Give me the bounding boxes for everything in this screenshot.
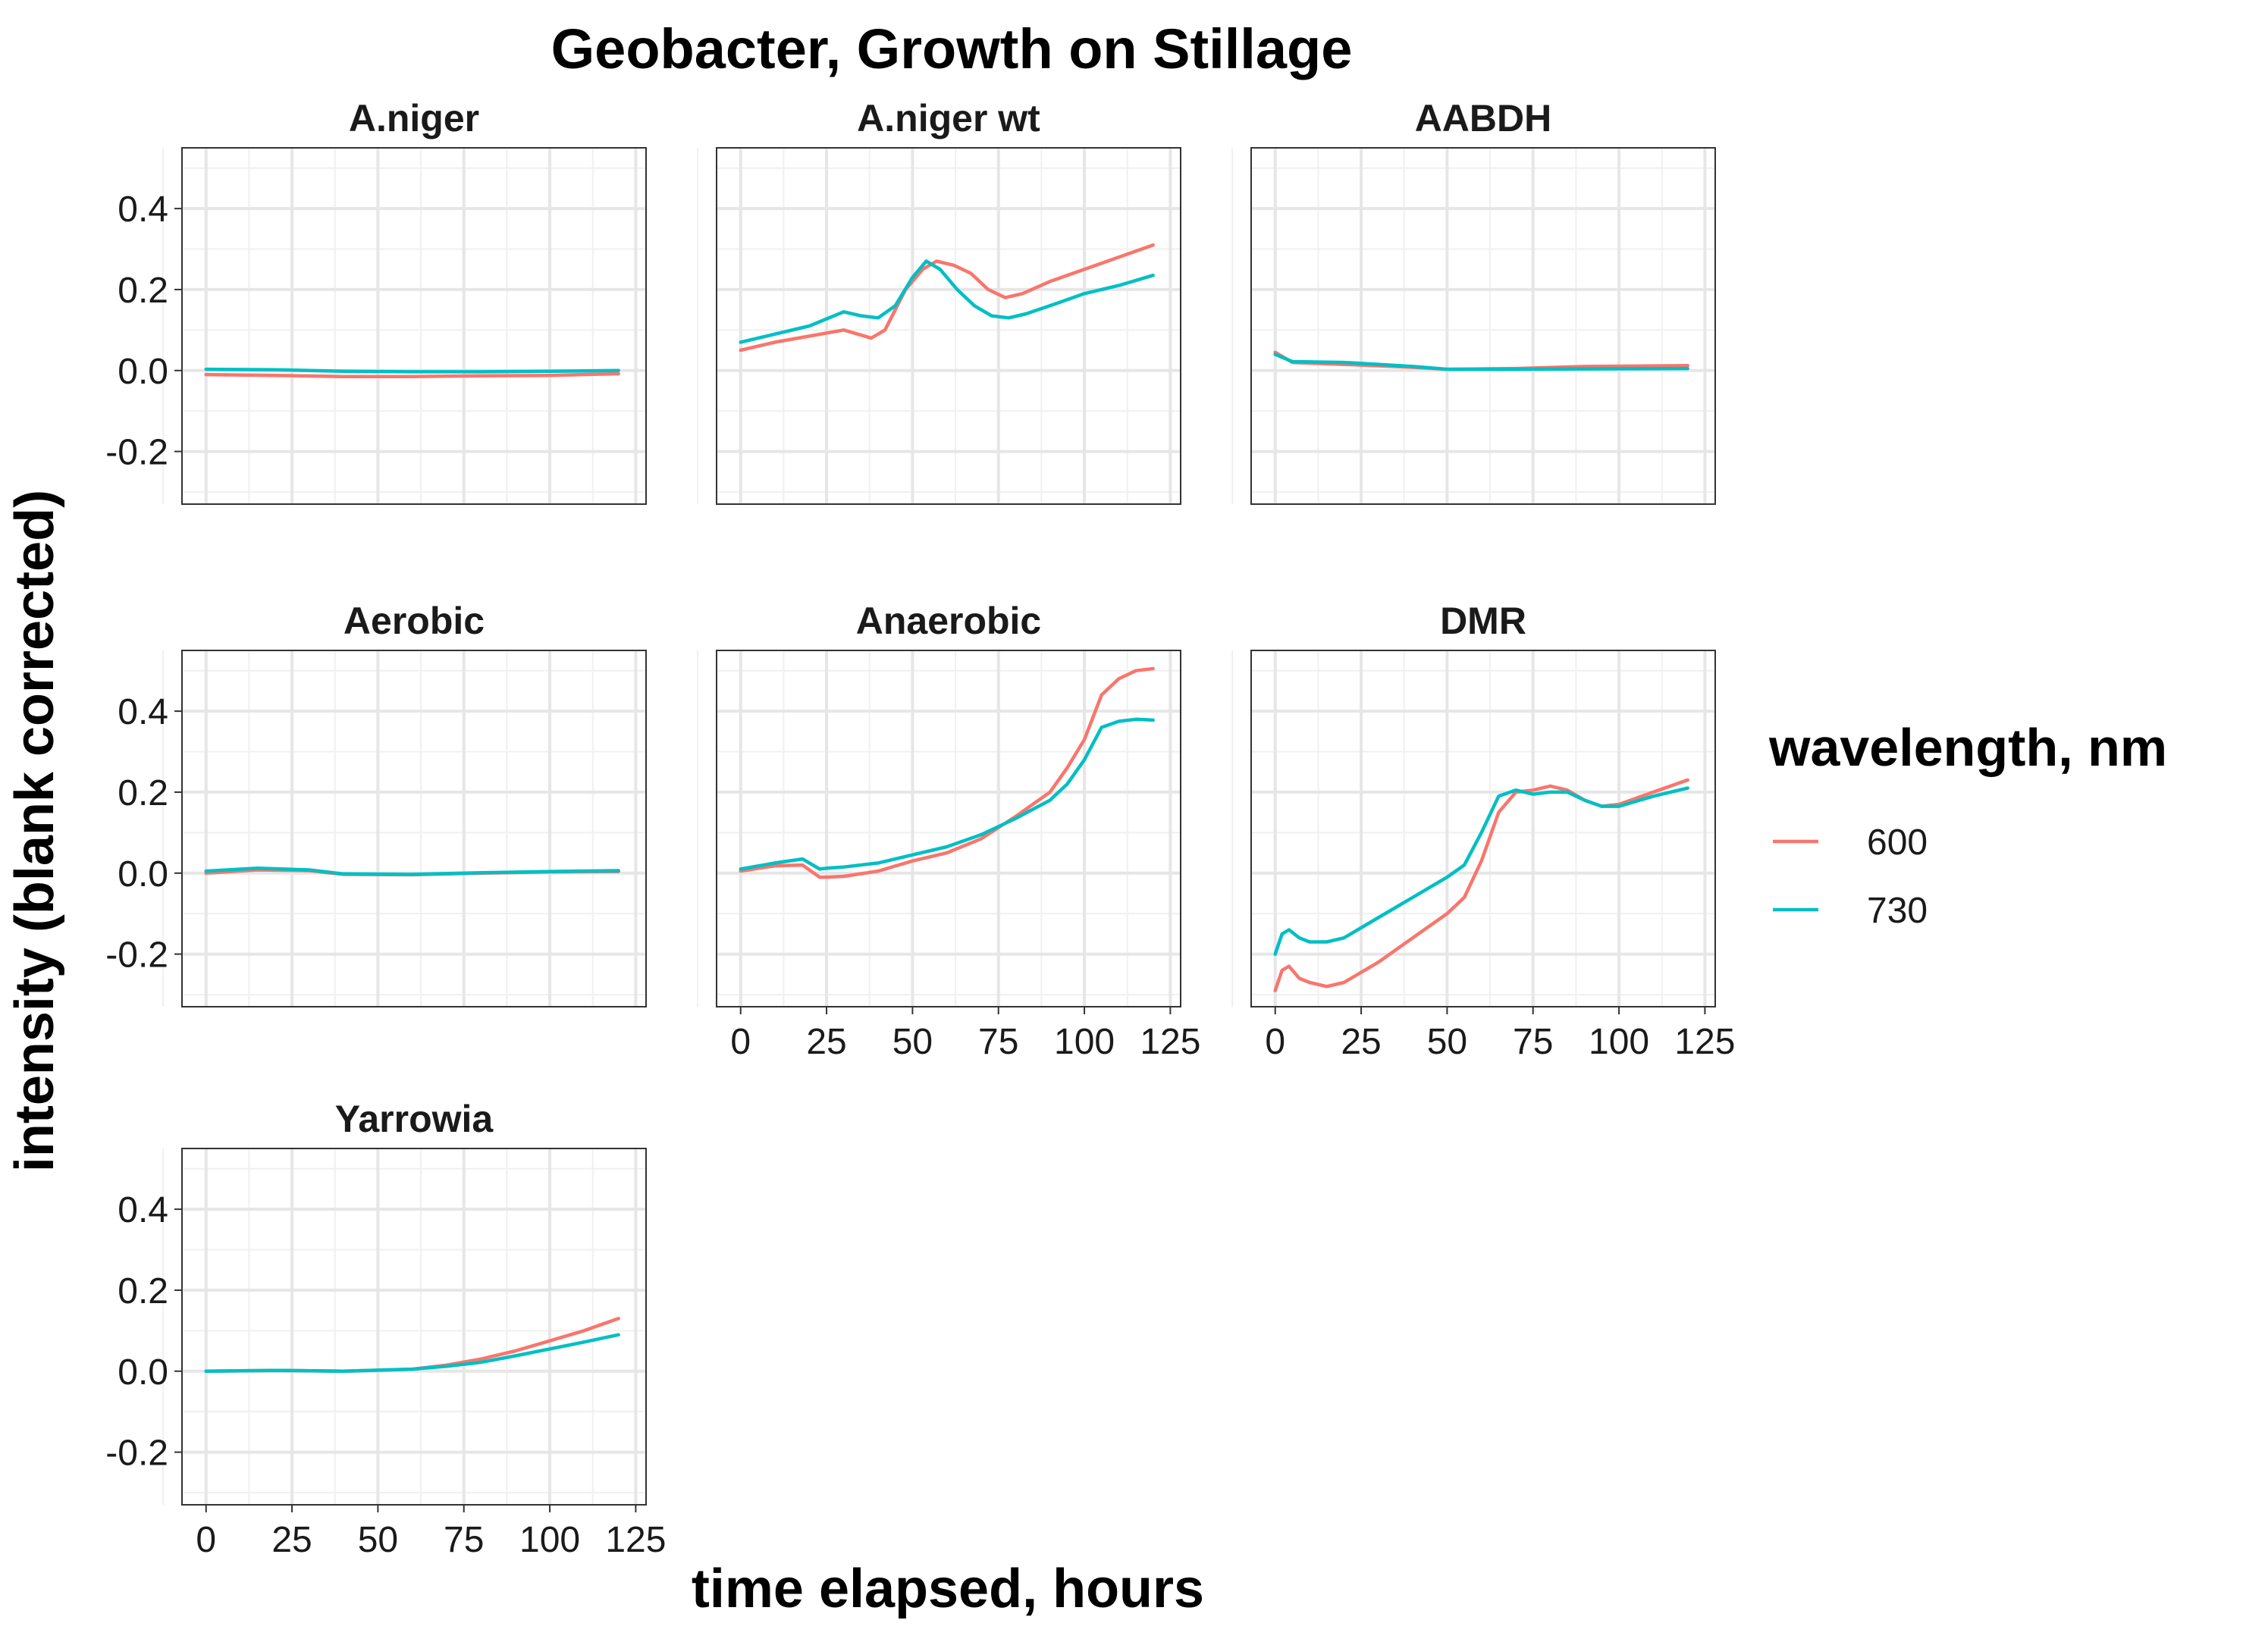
series-line-730: [204, 1333, 620, 1374]
strip-label: DMR: [1440, 600, 1526, 642]
y-tick-label: 0.4: [118, 692, 168, 732]
x-tick-label: 75: [444, 1520, 484, 1560]
x-tick-label: 125: [1674, 1022, 1735, 1062]
strip-label: A.niger wt: [857, 97, 1040, 139]
x-tick-label: 100: [519, 1520, 580, 1560]
series-line-730: [1273, 786, 1689, 956]
panel-border: [181, 1148, 647, 1506]
panel-border: [1250, 650, 1716, 1007]
x-tick-label: 25: [806, 1022, 846, 1062]
x-tick-label: 50: [1427, 1022, 1467, 1062]
series-line-730: [204, 367, 620, 374]
panel-a-niger: A.niger -0.2 0.0 0.2 0.4: [105, 97, 647, 505]
strip-label: AABDH: [1415, 97, 1552, 139]
y-tick-label: -0.2: [105, 935, 168, 976]
y-tick-label: 0.0: [118, 1352, 168, 1393]
panel-border: [716, 147, 1181, 505]
legend-label: 730: [1867, 891, 1928, 931]
panel-border: [181, 147, 647, 505]
strip-label: Aerobic: [343, 600, 485, 642]
chart-title: Geobacter, Growth on Stillage: [551, 17, 1353, 80]
y-tick-label: 0.0: [118, 352, 168, 392]
x-tick-label: 50: [358, 1520, 398, 1560]
y-tick-label: 0.4: [118, 190, 168, 230]
legend: wavelength, nm 600 730: [1768, 718, 2167, 931]
legend-entry-600: 600: [1773, 823, 1928, 863]
series-line-600: [739, 243, 1155, 353]
x-tick-label: 125: [1140, 1022, 1200, 1062]
strip-label: Anaerobic: [856, 600, 1042, 642]
series-line-730: [739, 717, 1155, 871]
y-tick-label: 0.2: [118, 773, 168, 813]
panel-yarrowia: Yarrowia -0.2 0.0 0.2 0.4 0 25 50 75 100 125: [105, 1098, 666, 1560]
panel-border: [716, 650, 1181, 1007]
legend-label: 600: [1867, 823, 1928, 863]
legend-entry-730: 730: [1773, 891, 1928, 931]
x-tick-label: 125: [605, 1520, 666, 1560]
x-tick-label: 0: [1265, 1022, 1285, 1062]
series-line-730: [739, 259, 1155, 344]
y-tick-label: 0.0: [118, 854, 168, 895]
facet-panels: A.niger -0.2 0.0 0.2 0.4 A.niger wt AABDH Aerob…: [105, 97, 1735, 1560]
x-tick-label: 0: [730, 1022, 751, 1062]
x-tick-label: 100: [1054, 1022, 1115, 1062]
x-tick-label: 50: [892, 1022, 933, 1062]
panel-anaerobic: Anaerobic 0 25 50 75 100 125: [697, 600, 1200, 1062]
panel-a-niger-wt: A.niger wt: [697, 97, 1181, 505]
panel-border: [181, 650, 647, 1007]
panel-aabdh: AABDH: [1231, 97, 1716, 505]
y-tick-label: -0.2: [105, 433, 168, 473]
y-tick-label: 0.2: [118, 1271, 168, 1311]
x-tick-label: 75: [978, 1022, 1018, 1062]
series-line-730: [1273, 353, 1689, 371]
y-axis-title: intensity (blank corrected): [5, 490, 65, 1172]
panel-aerobic: Aerobic -0.2 0.0 0.2 0.4: [105, 600, 647, 1007]
y-tick-label: 0.2: [118, 271, 168, 311]
panel-dmr: DMR 0 25 50 75 100 125: [1231, 600, 1735, 1062]
strip-label: Yarrowia: [335, 1098, 494, 1140]
x-axis-title: time elapsed, hours: [692, 1559, 1204, 1619]
strip-label: A.niger: [349, 97, 479, 139]
y-tick-label: 0.4: [118, 1190, 168, 1230]
series-line-600: [204, 371, 620, 379]
legend-title: wavelength, nm: [1768, 718, 2167, 777]
y-tick-label: -0.2: [105, 1434, 168, 1474]
panel-border: [1250, 147, 1716, 505]
x-tick-label: 0: [196, 1520, 216, 1560]
x-tick-label: 25: [271, 1520, 312, 1560]
x-tick-label: 100: [1589, 1022, 1649, 1062]
series-line-600: [739, 666, 1155, 879]
x-tick-label: 25: [1341, 1022, 1381, 1062]
x-tick-label: 75: [1513, 1022, 1553, 1062]
series-line-730: [204, 866, 620, 876]
